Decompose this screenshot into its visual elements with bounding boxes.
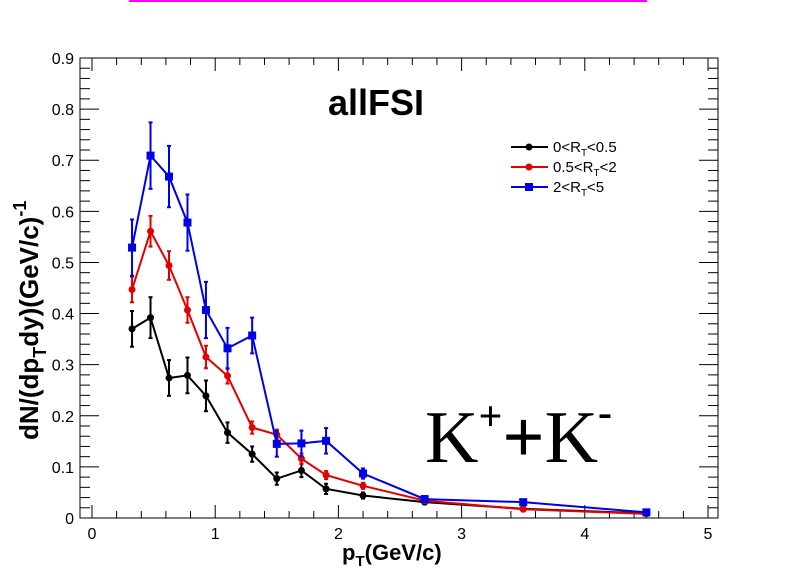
y-axis-label-part2: dy)(GeV/c) [14,217,44,347]
data-point [146,151,155,160]
data-point [165,374,173,382]
y-tick-label: 0.6 [52,204,74,221]
y-tick-label: 0.5 [52,255,74,272]
data-point [183,371,191,379]
legend-marker [525,143,533,151]
data-point [273,475,281,483]
data-point [147,314,155,322]
legend-item-1: 0.5<RT<2 [511,159,617,179]
axis-ticks: 0 1 2 3 4 5 0 0.1 0.2 0.3 0.4 0.5 0.6 0.7 0.8 0.9 [52,51,718,543]
data-point [359,492,367,500]
data-point [322,471,330,479]
x-axis-label-main: p [342,540,355,565]
y-tick-label: 0.1 [52,460,74,477]
data-point [519,498,528,507]
annotation-k1: K [425,397,478,479]
y-tick-label: 0.3 [52,358,74,375]
chart-title: allFSI [328,82,424,123]
data-point [224,429,232,437]
x-axis-label-sub: T [355,553,364,570]
data-point [165,172,173,181]
data-point [519,505,527,513]
data-point [322,436,331,445]
y-axis-label-sup: -1 [10,201,30,217]
y-tick-label: 0.9 [52,51,74,68]
data-point [420,495,429,504]
data-point [201,305,210,314]
series-1 [128,214,650,518]
y-tick-label: 0.8 [52,102,74,119]
data-point [223,344,232,353]
data-point [183,306,191,314]
legend: 0<RT<0.50.5<RT<22<RT<5 [511,139,617,199]
y-axis-label-part1: dN/(dp [14,358,44,440]
y-tick-label: 0.2 [52,409,74,426]
x-tick-label: 2 [334,526,343,543]
x-axis-label-rest: (GeV/c) [365,540,442,565]
data-point [128,325,136,333]
legend-item-0: 0<RT<0.5 [511,139,617,159]
x-tick-label: 5 [704,526,713,543]
annotation-plus: + [502,397,544,479]
particle-annotation: K++K- [425,390,612,479]
x-axis-label: pT(GeV/c) [342,540,442,570]
series-line [131,153,647,514]
data-point [183,218,192,227]
data-point [322,485,330,493]
data-point [248,450,256,458]
y-tick-label: 0 [65,511,74,528]
series-line [131,228,647,515]
plot-frame [79,57,719,519]
data-point [248,331,257,340]
annotation-sup1: + [478,394,502,440]
data-point [248,424,256,432]
x-tick-label: 3 [457,526,466,543]
y-tick-label: 0.7 [52,153,74,170]
legend-marker [525,183,533,191]
data-point [202,392,210,400]
annotation-k2: K [545,397,598,479]
legend-marker [525,163,533,171]
y-tick-label: 0.4 [52,307,74,324]
x-tick-label: 4 [580,526,589,543]
data-point [642,508,651,517]
legend-label: 2<RT<5 [553,179,604,199]
data-point [297,466,305,474]
series-layer [128,121,651,518]
data-point [128,286,136,294]
data-point [224,372,232,380]
annotation-sup2: - [598,390,612,436]
data-point [359,469,368,478]
legend-label: 0<RT<0.5 [553,139,617,159]
legend-item-2: 2<RT<5 [511,179,604,199]
x-tick-label: 1 [211,526,220,543]
data-point [272,439,281,448]
series-2 [128,121,651,517]
data-point [359,482,367,490]
data-point [202,353,210,361]
data-point [128,243,137,252]
data-point [165,262,173,270]
legend-label: 0.5<RT<2 [553,159,617,179]
y-axis-label-sub: T [30,347,50,358]
y-axis-label: dN/(dpTdy)(GeV/c)-1 [10,201,50,440]
x-tick-label: 0 [88,526,97,543]
data-point [297,439,306,448]
data-point [147,227,155,235]
